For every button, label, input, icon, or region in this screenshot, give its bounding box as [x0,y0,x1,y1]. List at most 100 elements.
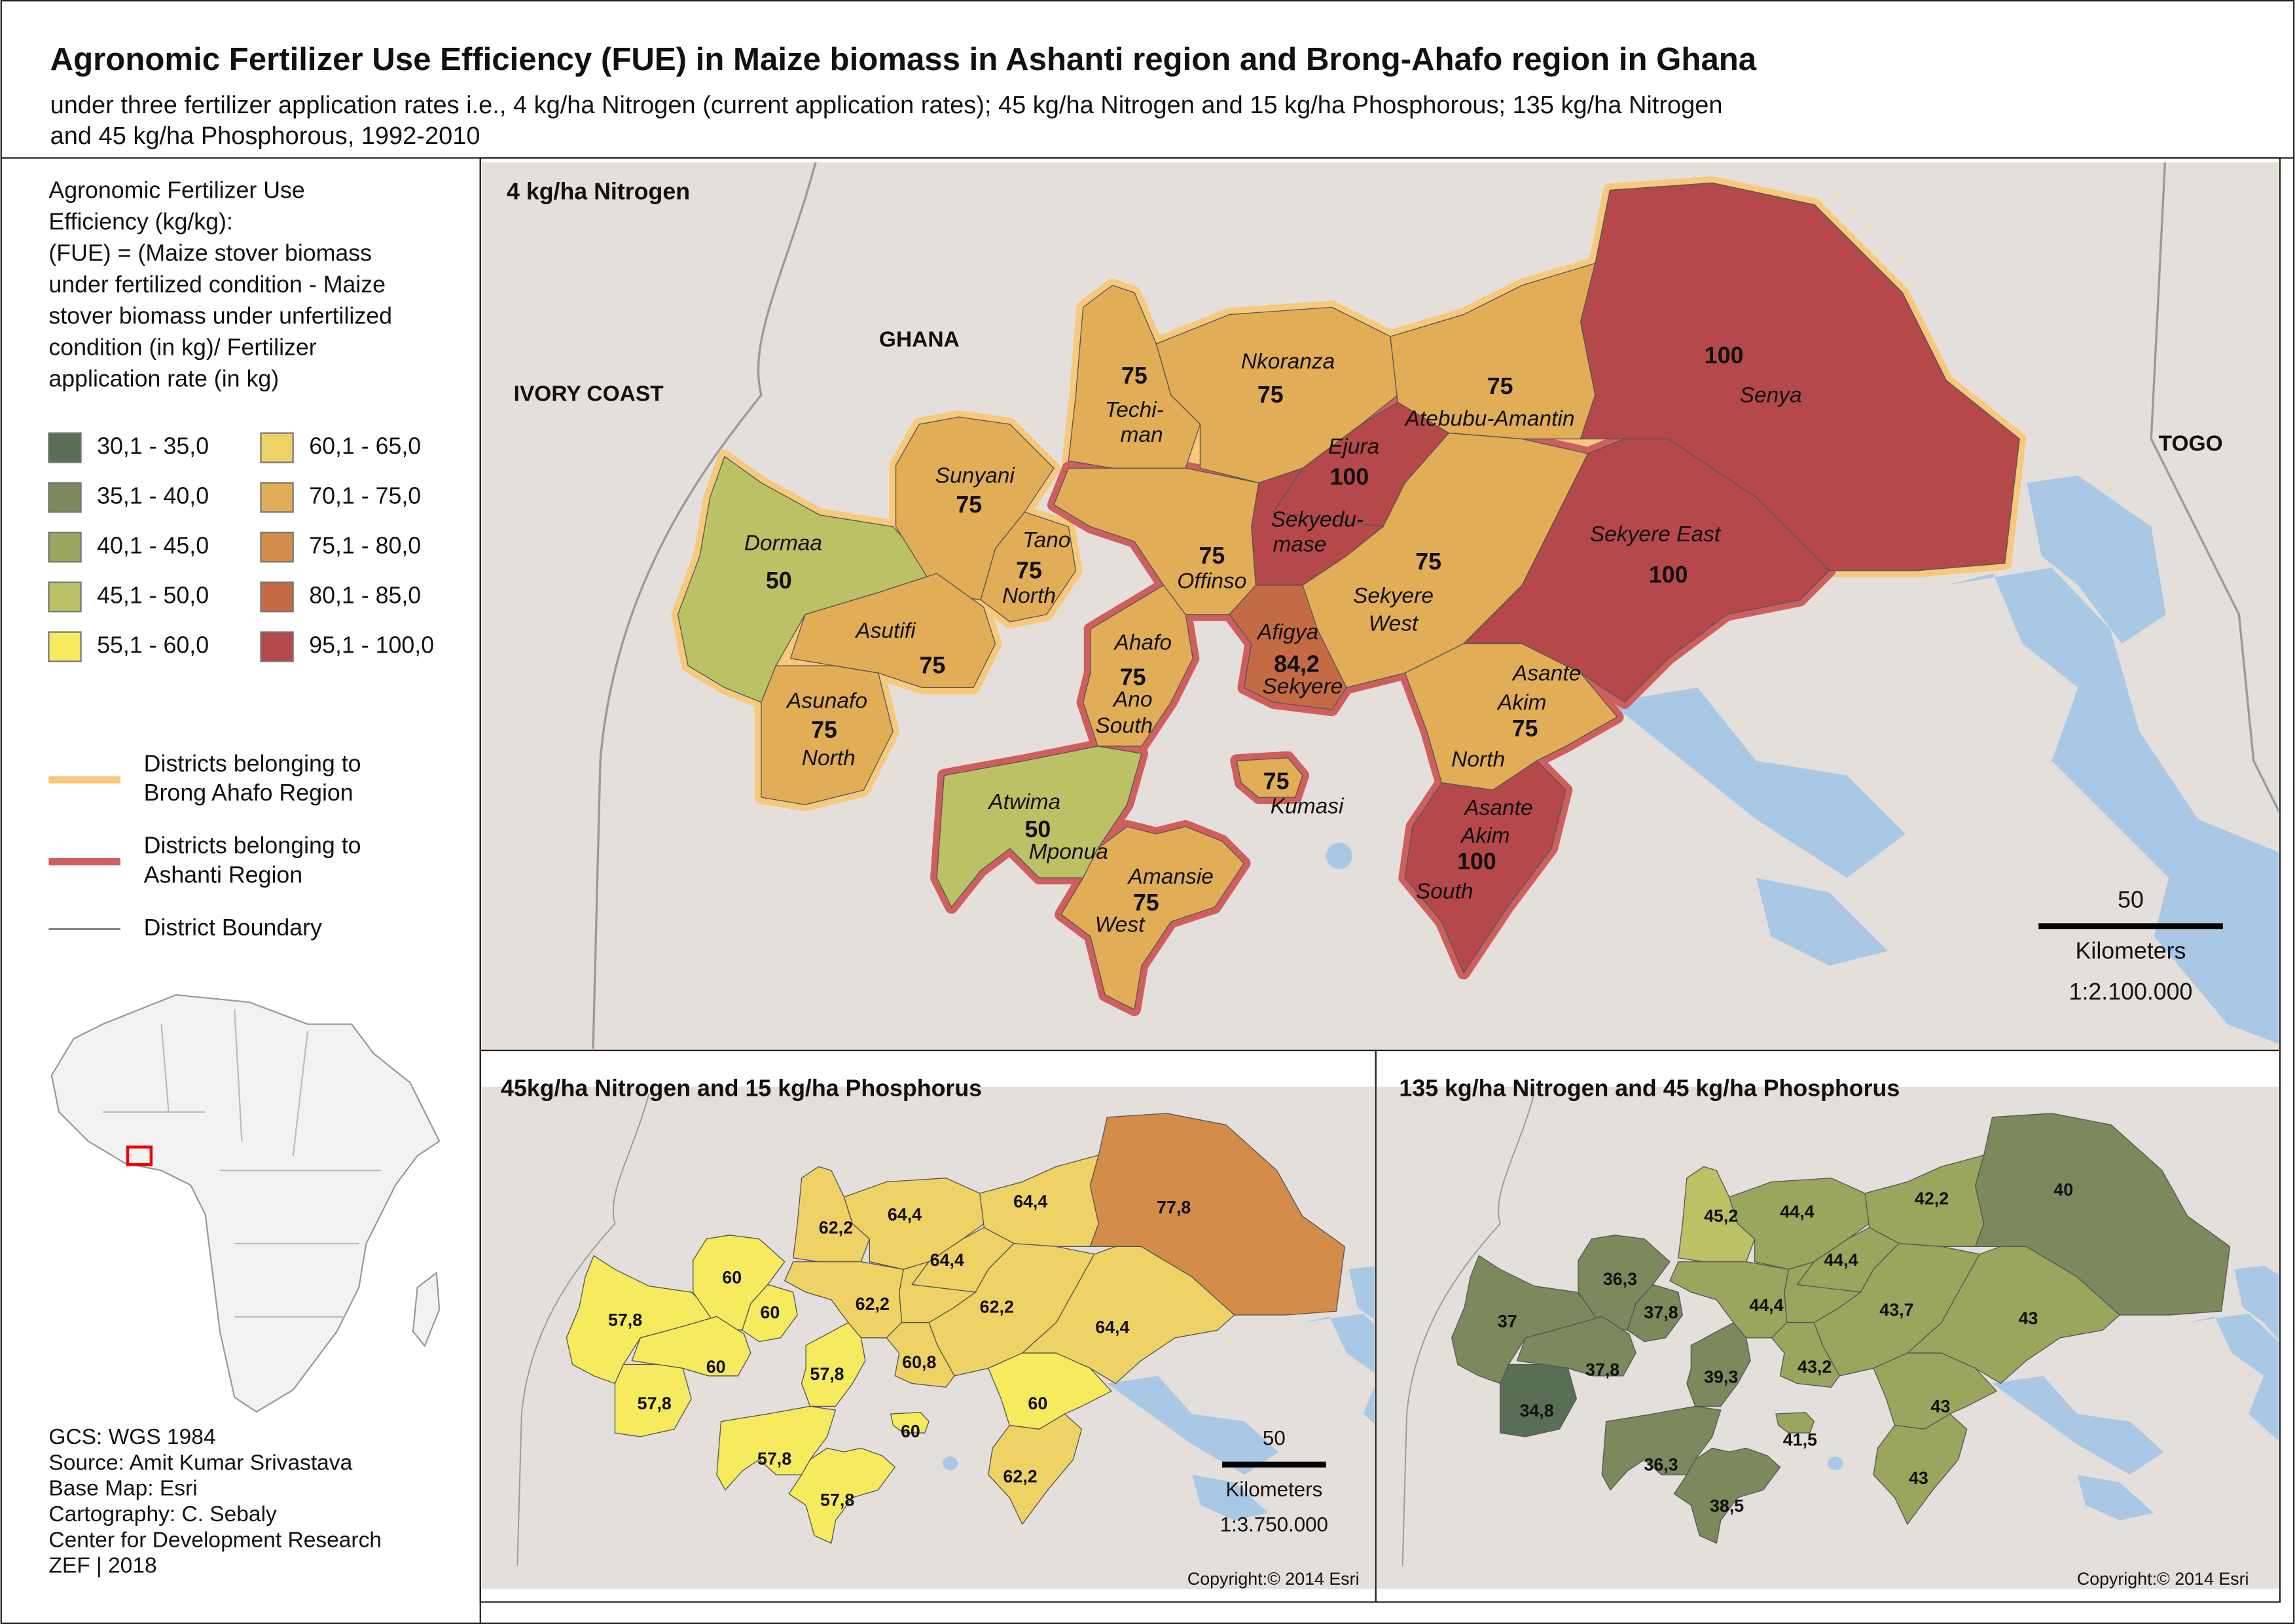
district-value: 75 [920,653,946,679]
district-value: 75 [1257,382,1284,408]
legend-swatch [48,482,82,513]
subtitle: under three fertilizer application rates… [50,92,1723,119]
district-value: 62,2 [1003,1467,1037,1487]
district-name: North [802,746,856,770]
district-value: 36,3 [1603,1269,1637,1289]
district-name: West [1095,913,1146,937]
district-name: Ahafo [1113,630,1172,655]
district-value: 75 [956,492,982,518]
district [1229,585,1347,710]
legend-swatch [48,432,82,463]
scale-ratio: 1:3.750.000 [1220,1513,1328,1536]
district [1974,1113,2231,1316]
legend-swatch [260,581,294,613]
credit: Base Map: Esri [48,1477,197,1501]
legend-swatch [48,631,82,662]
district-name: Mponua [1029,840,1108,864]
district [1516,1316,1636,1377]
district-name: Ejura [1328,435,1379,459]
legend-line-label: Districts belonging to [144,750,361,776]
district-value: 44,4 [1824,1250,1858,1270]
district-value: 60,8 [902,1352,936,1372]
district [1873,1413,1968,1525]
district-value: 43 [1931,1396,1951,1416]
district-value: 44,4 [1749,1295,1783,1315]
district-name: Asante [1511,661,1581,685]
legend-swatch [260,482,294,513]
district-name: Atwima [987,790,1060,814]
district-value: 75 [1415,549,1441,575]
district-name: Ano [1112,687,1153,712]
district-value: 75 [1199,543,1225,569]
district-name: Sekyere East [1590,522,1722,547]
map-panel: Dormaa50Sunyani75TanoNorth75Asutifi75Asu… [482,162,2279,1049]
district [1771,1322,1840,1388]
district-value: 39,3 [1704,1367,1738,1387]
district-value: 100 [1649,562,1688,588]
district-value: 37 [1498,1312,1517,1331]
legend-label: 70,1 - 75,0 [309,482,421,509]
district-value: 75 [1016,557,1042,583]
legend-label: 60,1 - 65,0 [309,433,421,459]
legend-swatch [260,432,294,463]
district-value: 37,8 [1585,1360,1619,1379]
district [1060,826,1245,1010]
district-value: 43,2 [1798,1357,1832,1377]
africa-inset [50,994,441,1413]
legend-line-label: Brong Ahafo Region [144,780,353,806]
district [886,1322,955,1388]
district-value: 43 [2019,1308,2038,1328]
district-name: Amansie [1127,865,1214,889]
panel-title: 45kg/ha Nitrogen and 15 kg/ha Phosphorus [501,1075,982,1102]
district-name: Dormaa [744,531,822,555]
district-value: 62,2 [819,1218,853,1238]
scale-distance: 50 [2118,886,2144,912]
district [788,1447,895,1544]
district-value: 75 [811,717,837,743]
district-value: 64,4 [1095,1318,1129,1337]
district-name: North [1451,748,1505,772]
district-name: Asunafo [786,689,867,713]
district-value: 44,4 [1780,1202,1814,1221]
district-name: Atebubu-Amantin [1404,406,1575,431]
legend-label: 35,1 - 40,0 [97,482,209,509]
district-name: Asante [1463,796,1532,820]
district-value: 50 [1024,816,1051,842]
panel-frame [1375,1049,2281,1603]
district [890,1412,930,1434]
credit: Cartography: C. Sebaly [48,1502,277,1526]
district-name: Akim [1496,691,1546,715]
district-value: 57,8 [820,1490,854,1509]
district-value: 62,2 [980,1297,1014,1316]
legend-swatch [48,581,82,613]
district-value: 77,8 [1157,1197,1191,1217]
map-panel: 57,8 60 60 60 57,8 62,2 64,4 64,4 77,8 64,4 62,2 62… [482,1086,1375,1590]
district-value: 57,8 [757,1449,791,1469]
credit: Center for Development Research [48,1528,382,1552]
district-value: 100 [1330,463,1369,490]
district-value: 75 [1133,890,1159,916]
district-value: 100 [1705,342,1744,369]
country-label: IVORY COAST [514,382,664,406]
district-value: 36,3 [1644,1455,1678,1475]
district-name: Senya [1740,384,1802,408]
district-value: 50 [766,568,792,594]
district-value: 64,4 [888,1204,922,1224]
district-name: Sekyere [1353,584,1434,608]
credit: ZEF | 2018 [48,1554,156,1578]
district-name: South [1095,714,1153,738]
district-name: Sekyedu- [1271,508,1364,532]
district [1907,1246,2120,1384]
study-area-marker [126,1146,153,1166]
district-name: Asutifi [854,619,916,643]
legend-title: condition (in kg)/ Fertilizer [48,334,316,361]
district-value: 37,8 [1644,1303,1678,1322]
legend-swatch [260,532,294,563]
district-value: 57,8 [810,1364,844,1384]
district [784,1261,904,1339]
district [1580,182,2020,571]
legend-swatch [260,631,294,662]
legend-title: (FUE) = (Maize stover biomass [48,240,372,266]
district [1873,1352,1997,1430]
